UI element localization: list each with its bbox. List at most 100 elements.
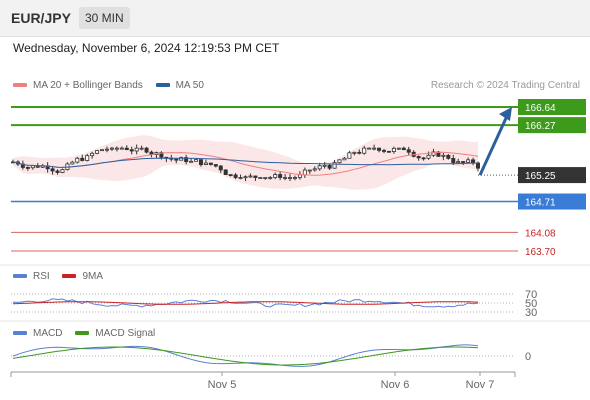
candle-body	[461, 161, 466, 163]
candle	[352, 151, 357, 156]
copyright-label: Research © 2024 Trading Central	[430, 80, 580, 91]
legend-swatch-macd	[13, 331, 27, 336]
candle-body	[25, 167, 30, 169]
legend-swatch-9ma	[62, 274, 77, 279]
candle	[129, 146, 134, 155]
candle-body	[426, 154, 431, 159]
candle-body	[401, 147, 406, 151]
candle	[198, 159, 203, 167]
candle-body	[317, 165, 322, 170]
candle-body	[139, 147, 144, 150]
candle-body	[218, 165, 223, 171]
forecast-arrowhead	[499, 107, 512, 121]
candle	[213, 164, 218, 168]
candle-body	[327, 164, 332, 169]
candle	[95, 150, 100, 155]
candle	[263, 177, 268, 180]
candle	[194, 158, 199, 162]
candle-body	[60, 169, 65, 173]
forecast-arrow	[478, 115, 509, 176]
rsi-level-label: 70	[525, 289, 537, 301]
candle-body	[322, 164, 327, 167]
candle-body	[203, 162, 208, 165]
candle-body	[377, 147, 382, 151]
level-tag	[518, 99, 586, 115]
candle-body	[421, 157, 426, 160]
legend-swatch-ma20	[13, 83, 27, 88]
candle-body	[55, 170, 60, 173]
candle	[144, 146, 149, 154]
timeframe-button[interactable]: 30 MIN	[79, 7, 130, 29]
candle-body	[258, 177, 263, 179]
candle	[337, 159, 342, 164]
candle	[233, 173, 238, 180]
candle-body	[30, 165, 35, 169]
candle	[134, 144, 139, 155]
candle	[124, 145, 129, 151]
candle	[268, 176, 273, 180]
candle-body	[208, 162, 213, 165]
ma50-line	[12, 157, 479, 168]
x-tick-label: Nov 6	[381, 379, 410, 391]
level-value: 166.27	[525, 121, 556, 132]
candle	[342, 157, 347, 161]
candle	[203, 159, 208, 166]
candle-body	[347, 152, 352, 159]
candle-body	[396, 147, 401, 150]
candle-body	[288, 177, 293, 179]
candle	[50, 167, 55, 175]
datetime-label: Wednesday, November 6, 2024 12:19:53 PM …	[13, 41, 280, 55]
macd-level-label: 0	[525, 351, 531, 363]
candle-body	[302, 169, 307, 176]
candle-body	[90, 152, 95, 157]
candle	[174, 158, 179, 164]
candle	[401, 146, 406, 151]
candle	[55, 169, 60, 175]
main-legend: MA 20 + Bollinger Bands MA 50	[13, 80, 204, 91]
candle	[278, 170, 283, 181]
candle-body	[124, 147, 129, 151]
candle-body	[253, 175, 258, 178]
candle	[184, 154, 189, 165]
candle	[100, 149, 105, 152]
candle	[218, 164, 223, 174]
candle-body	[332, 162, 337, 169]
candle-body	[243, 176, 248, 179]
x-tick-label: Nov 5	[208, 379, 237, 391]
candle-body	[352, 151, 357, 154]
level-value: 164.08	[525, 228, 556, 239]
candle	[273, 172, 278, 180]
candle-body	[273, 174, 278, 178]
candle-body	[104, 148, 109, 151]
level-value: 166.64	[525, 103, 556, 114]
candle	[139, 145, 144, 151]
legend-label-macd-signal: MACD Signal	[95, 328, 156, 339]
candle-body	[238, 177, 243, 179]
candle-body	[312, 168, 317, 171]
candle	[416, 155, 421, 161]
macd-legend: MACD MACD Signal	[13, 328, 155, 339]
candle-body	[337, 159, 342, 164]
candle-body	[114, 147, 119, 150]
level-tag	[518, 117, 586, 134]
x-axis: Nov 5 Nov 6 Nov 7	[10, 371, 516, 391]
candle	[114, 146, 119, 152]
rsi-level-label: 50	[525, 298, 537, 310]
candle	[396, 147, 401, 150]
candle	[104, 146, 109, 153]
chart-header: EUR/JPY 30 MIN	[0, 0, 590, 37]
candle-body	[357, 151, 362, 154]
candle-body	[184, 157, 189, 163]
candle-body	[85, 155, 90, 161]
candle	[109, 146, 114, 151]
candle-body	[367, 147, 372, 150]
candle-body	[263, 177, 268, 179]
candle	[386, 150, 391, 153]
candle	[357, 149, 362, 155]
candle-body	[134, 147, 139, 152]
candle-body	[213, 164, 218, 167]
candle	[441, 153, 446, 161]
macd-pane: 0	[11, 344, 531, 367]
main-pane: 166.64 166.27 165.25 164.71 164.08 163.70	[0, 99, 590, 322]
